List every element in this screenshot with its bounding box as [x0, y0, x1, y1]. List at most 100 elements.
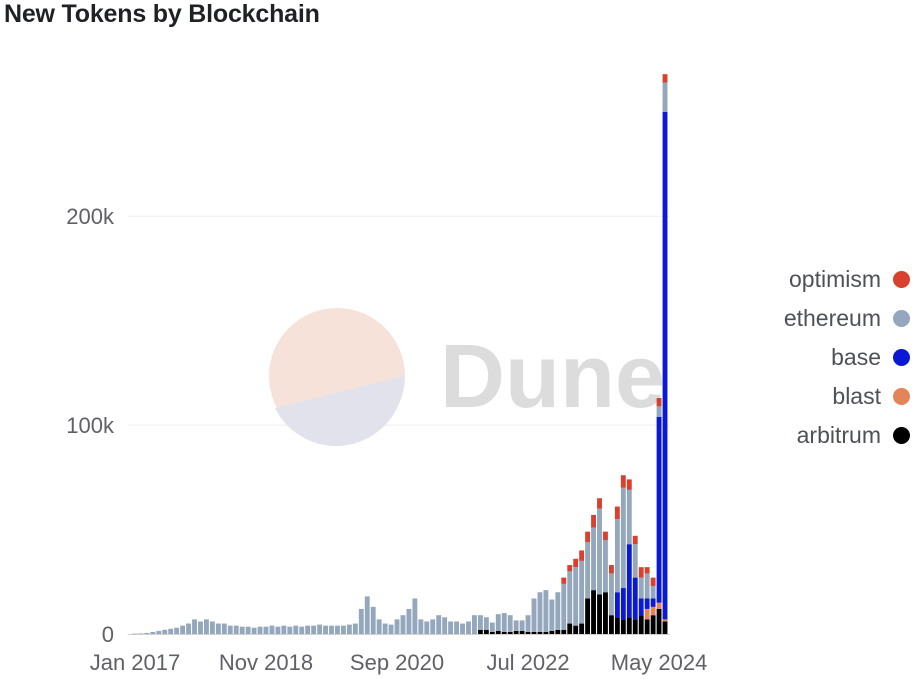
bar-segment-arbitrum[interactable] [525, 631, 531, 634]
bar-segment-base[interactable] [626, 544, 632, 618]
bar-segment-base[interactable] [650, 598, 656, 607]
bar-segment-ethereum[interactable] [168, 628, 174, 634]
bar-segment-optimism[interactable] [644, 567, 650, 574]
bar-segment-optimism[interactable] [591, 514, 596, 528]
bar-segment-ethereum[interactable] [251, 627, 257, 634]
bar-segment-base[interactable] [644, 598, 650, 609]
bar-segment-arbitrum[interactable] [489, 631, 495, 634]
bar-segment-ethereum[interactable] [245, 626, 251, 634]
bar-segment-arbitrum[interactable] [608, 615, 614, 634]
bar-segment-ethereum[interactable] [311, 625, 317, 634]
bar-segment-ethereum[interactable] [501, 613, 507, 632]
bar-segment-ethereum[interactable] [144, 632, 150, 634]
bar-segment-base[interactable] [620, 588, 626, 620]
bar-segment-ethereum[interactable] [150, 631, 156, 634]
bar-segment-ethereum[interactable] [352, 623, 358, 634]
bar-segment-ethereum[interactable] [275, 626, 281, 634]
bar-segment-ethereum[interactable] [221, 623, 227, 634]
legend-item-blast[interactable]: blast [710, 377, 910, 416]
bar-segment-ethereum[interactable] [376, 619, 382, 634]
bar-segment-arbitrum[interactable] [644, 619, 650, 634]
bar-segment-optimism[interactable] [608, 565, 614, 574]
bar-segment-ethereum[interactable] [269, 625, 275, 634]
bar-segment-ethereum[interactable] [543, 590, 549, 632]
bar-segment-ethereum[interactable] [483, 617, 489, 630]
bar-segment-ethereum[interactable] [525, 615, 531, 632]
bar-segment-ethereum[interactable] [132, 633, 138, 635]
bar-segment-ethereum[interactable] [317, 624, 323, 634]
bar-segment-ethereum[interactable] [227, 625, 233, 634]
bar-segment-arbitrum[interactable] [501, 631, 507, 634]
bar-segment-ethereum[interactable] [591, 527, 596, 591]
bar-segment-ethereum[interactable] [305, 625, 311, 634]
bar-segment-ethereum[interactable] [358, 608, 364, 634]
bar-segment-ethereum[interactable] [460, 623, 465, 634]
bar-segment-ethereum[interactable] [209, 621, 215, 634]
bar-segment-ethereum[interactable] [585, 542, 591, 599]
bar-segment-ethereum[interactable] [299, 626, 305, 634]
bar-segment-arbitrum[interactable] [573, 625, 579, 634]
bar-segment-ethereum[interactable] [519, 620, 525, 631]
bar-segment-optimism[interactable] [662, 74, 668, 83]
bar-segment-ethereum[interactable] [257, 626, 263, 634]
bar-segment-optimism[interactable] [597, 498, 602, 509]
bar-segment-ethereum[interactable] [608, 573, 614, 616]
bar-segment-arbitrum[interactable] [585, 598, 591, 634]
bar-segment-ethereum[interactable] [537, 592, 543, 632]
bar-segment-arbitrum[interactable] [591, 590, 596, 634]
legend-item-arbitrum[interactable]: arbitrum [710, 416, 910, 455]
bar-segment-arbitrum[interactable] [531, 631, 537, 634]
bar-segment-arbitrum[interactable] [543, 631, 549, 634]
bar-segment-ethereum[interactable] [186, 623, 192, 634]
bar-segment-ethereum[interactable] [174, 627, 180, 634]
bar-segment-arbitrum[interactable] [549, 630, 555, 634]
bar-segment-optimism[interactable] [567, 565, 573, 572]
bar-segment-arbitrum[interactable] [483, 629, 489, 634]
legend-item-ethereum[interactable]: ethereum [710, 299, 910, 338]
bar-segment-ethereum[interactable] [215, 623, 221, 634]
bar-segment-optimism[interactable] [614, 506, 620, 520]
bar-segment-base[interactable] [656, 416, 662, 603]
bar-segment-ethereum[interactable] [436, 615, 442, 634]
bar-segment-arbitrum[interactable] [555, 629, 561, 634]
bar-segment-arbitrum[interactable] [477, 629, 483, 634]
bar-segment-optimism[interactable] [656, 397, 662, 407]
bar-segment-ethereum[interactable] [382, 623, 388, 634]
bar-segment-optimism[interactable] [573, 558, 579, 568]
bar-segment-ethereum[interactable] [495, 614, 501, 631]
bar-segment-optimism[interactable] [585, 531, 591, 543]
bar-segment-ethereum[interactable] [656, 406, 662, 417]
bar-segment-blast[interactable] [644, 608, 650, 620]
bar-segment-ethereum[interactable] [597, 508, 602, 595]
bar-segment-ethereum[interactable] [388, 624, 394, 634]
bar-segment-ethereum[interactable] [323, 625, 328, 634]
bar-segment-ethereum[interactable] [263, 626, 269, 634]
bar-segment-ethereum[interactable] [400, 615, 406, 634]
bar-segment-arbitrum[interactable] [620, 619, 626, 634]
bar-segment-ethereum[interactable] [346, 624, 352, 634]
bar-segment-ethereum[interactable] [466, 621, 471, 634]
bar-segment-ethereum[interactable] [204, 619, 209, 634]
bar-segment-ethereum[interactable] [233, 625, 239, 634]
bar-segment-arbitrum[interactable] [650, 615, 656, 634]
bar-segment-ethereum[interactable] [626, 489, 632, 545]
bar-segment-ethereum[interactable] [418, 619, 424, 634]
bar-segment-arbitrum[interactable] [537, 631, 543, 634]
bar-segment-ethereum[interactable] [406, 608, 412, 634]
bar-segment-ethereum[interactable] [370, 606, 376, 634]
bar-segment-optimism[interactable] [632, 535, 638, 545]
bar-segment-optimism[interactable] [561, 577, 567, 584]
bar-segment-ethereum[interactable] [364, 596, 370, 634]
bar-segment-optimism[interactable] [603, 531, 608, 540]
bar-segment-ethereum[interactable] [156, 630, 162, 634]
bar-segment-ethereum[interactable] [638, 577, 644, 599]
bar-segment-base[interactable] [662, 111, 668, 620]
bar-segment-ethereum[interactable] [603, 540, 608, 593]
bar-segment-ethereum[interactable] [555, 592, 561, 630]
bar-segment-ethereum[interactable] [412, 598, 418, 634]
bar-segment-ethereum[interactable] [549, 599, 555, 631]
bar-segment-arbitrum[interactable] [567, 623, 573, 634]
bar-segment-arbitrum[interactable] [626, 617, 632, 634]
bar-segment-base[interactable] [614, 592, 620, 618]
bar-segment-ethereum[interactable] [340, 625, 346, 634]
